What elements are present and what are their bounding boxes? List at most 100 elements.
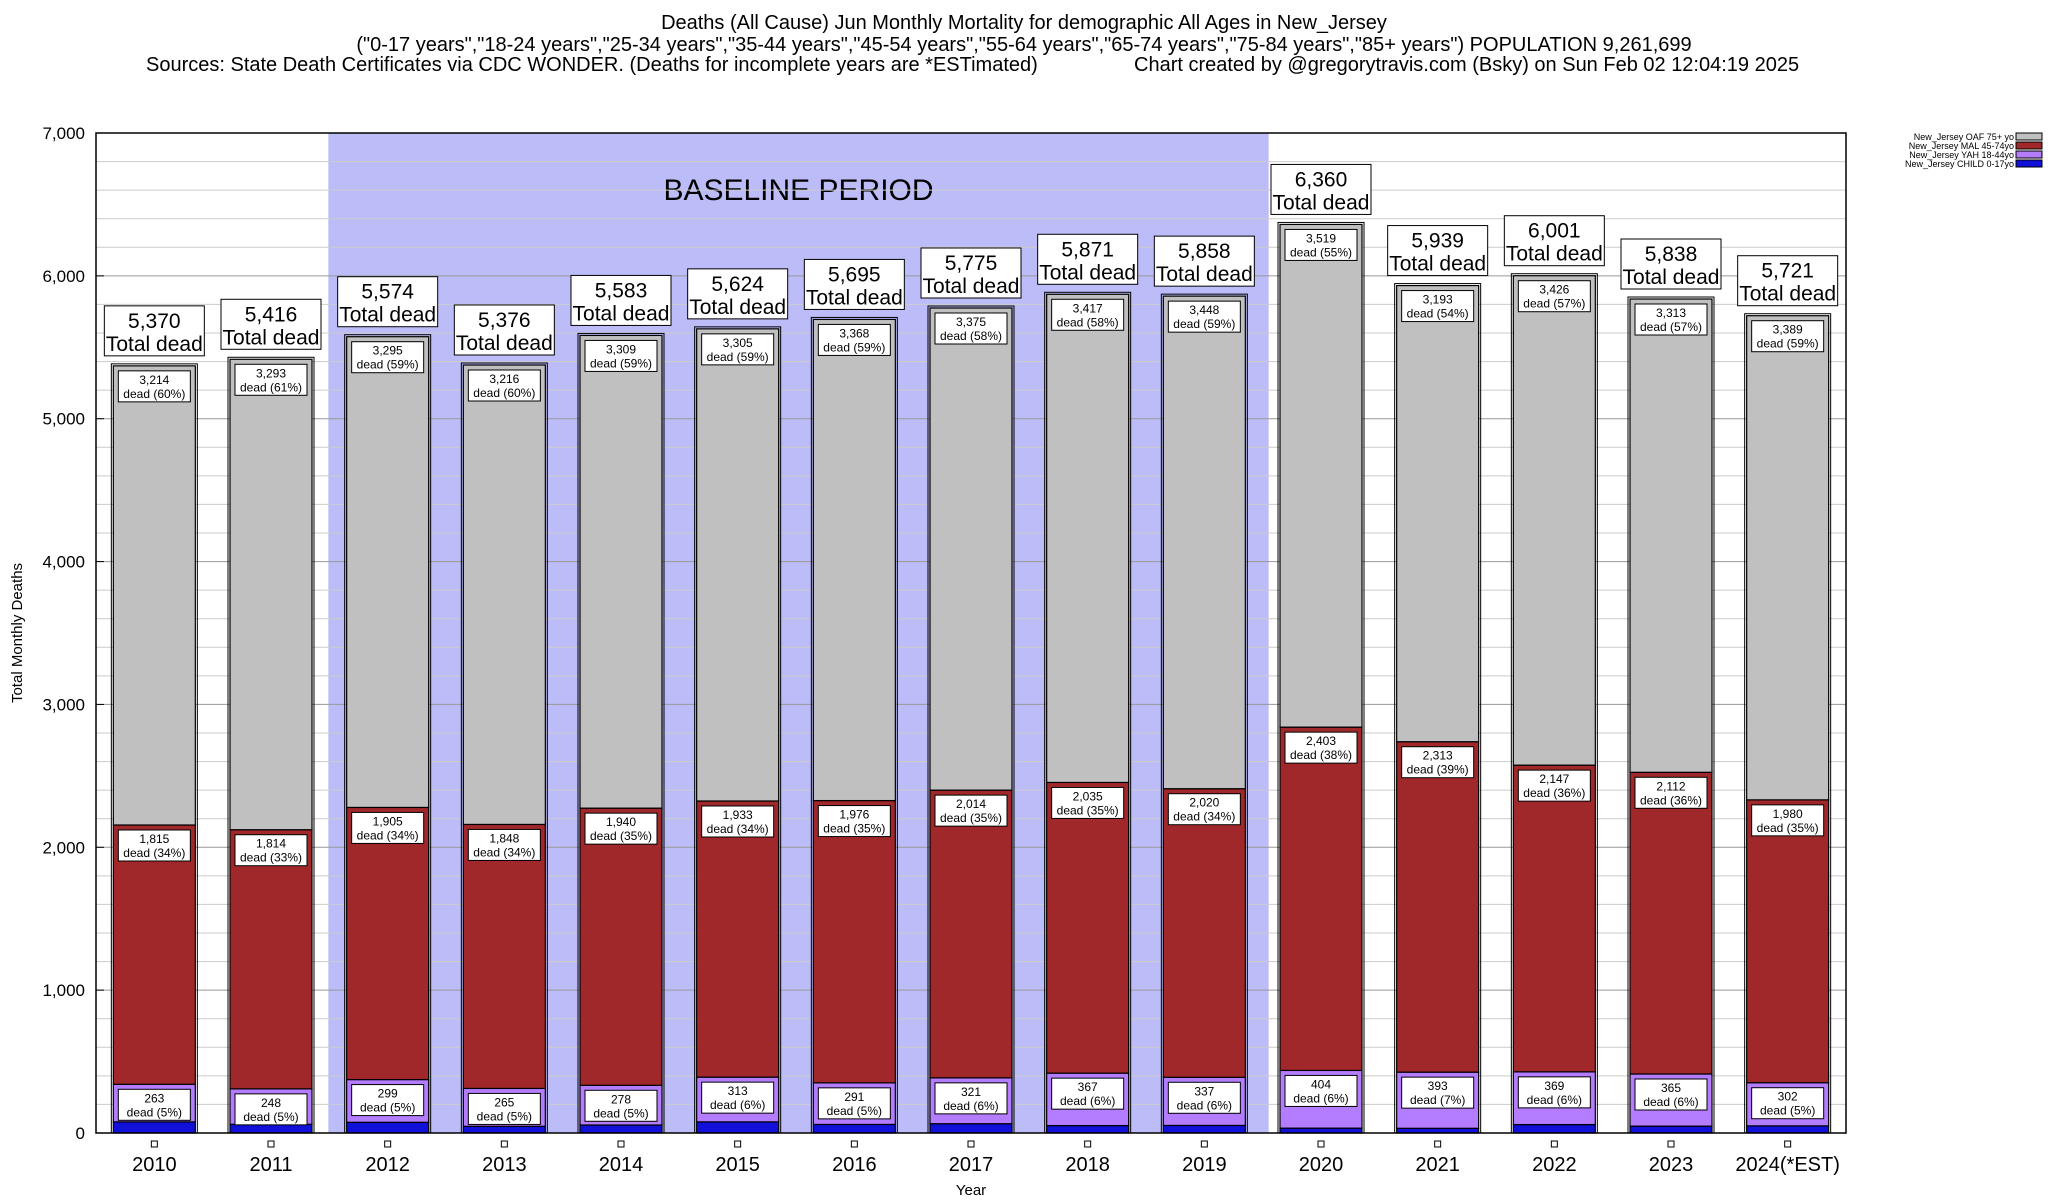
x-marker	[1317, 1140, 1325, 1148]
total-label-box	[570, 274, 672, 326]
bar-oaf	[346, 336, 430, 809]
segment-value-label: 265	[494, 1095, 514, 1109]
segment-pct-label: dead (59%)	[357, 358, 419, 372]
segment-value-label: 3,193	[1423, 293, 1453, 307]
segment-label-box	[1517, 769, 1591, 802]
total-label-box	[803, 258, 905, 310]
plot-frame	[95, 132, 1847, 1134]
y-tick-label: 7,000	[42, 124, 85, 143]
x-marker	[267, 1140, 275, 1148]
bar-mal	[1629, 771, 1713, 1075]
segment-pct-label: dead (5%)	[1760, 1104, 1815, 1118]
segment-value-label: 313	[728, 1084, 748, 1098]
segment-pct-label: dead (58%)	[1057, 315, 1119, 329]
bar-mal	[462, 823, 546, 1090]
segment-label-box	[701, 333, 775, 366]
y-tick-label: 6,000	[42, 267, 85, 286]
segment-value-label: 299	[378, 1087, 398, 1101]
x-tick-label: 2013	[482, 1154, 527, 1176]
segment-pct-label: dead (6%)	[943, 1099, 998, 1113]
bar-oaf	[1046, 293, 1130, 784]
segment-value-label: 321	[961, 1085, 981, 1099]
bar-mal	[696, 800, 780, 1078]
segment-label-box	[1167, 300, 1241, 333]
total-label-box	[1737, 255, 1839, 307]
total-value-label: 5,695	[828, 263, 881, 286]
segment-pct-label: dead (35%)	[590, 829, 652, 843]
segment-value-label: 263	[144, 1091, 164, 1105]
total-label-box	[453, 304, 555, 356]
x-marker	[850, 1140, 858, 1148]
segment-pct-label: dead (6%)	[1293, 1091, 1348, 1105]
total-caption-label: Total dead	[456, 332, 553, 355]
segment-label-box	[1401, 746, 1475, 779]
segment-value-label: 367	[1078, 1080, 1098, 1094]
total-caption-label: Total dead	[106, 333, 203, 356]
segment-value-label: 1,940	[606, 815, 636, 829]
total-label-box	[1620, 238, 1722, 290]
segment-value-label: 278	[611, 1092, 631, 1106]
x-marker	[150, 1140, 158, 1148]
bar-child	[346, 1121, 430, 1134]
segment-label-box	[467, 1092, 541, 1125]
segment-value-label: 2,035	[1073, 789, 1103, 803]
segment-pct-label: dead (5%)	[243, 1110, 298, 1124]
total-label-box	[1270, 163, 1372, 215]
segment-label-box	[584, 812, 658, 845]
segment-pct-label: dead (59%)	[1757, 337, 1819, 351]
segment-pct-label: dead (39%)	[1407, 763, 1469, 777]
x-marker	[1434, 1140, 1442, 1148]
segment-pct-label: dead (57%)	[1640, 320, 1702, 334]
legend-label: New_Jersey CHILD 0-17yo	[1905, 159, 2014, 169]
total-value-label: 6,360	[1295, 168, 1348, 191]
legend-label: New_Jersey YAH 18-44yo	[1909, 150, 2014, 160]
bar-oaf	[812, 318, 896, 802]
total-value-label: 5,939	[1411, 230, 1464, 253]
bar-mal	[929, 789, 1013, 1079]
x-tick-label: 2011	[249, 1154, 292, 1176]
total-caption-label: Total dead	[573, 302, 670, 325]
segment-value-label: 1,848	[489, 831, 519, 845]
segment-pct-label: dead (35%)	[1057, 803, 1119, 817]
x-marker	[1784, 1140, 1792, 1148]
segment-pct-label: dead (6%)	[1177, 1098, 1232, 1112]
segment-value-label: 2,313	[1423, 749, 1453, 763]
segment-label-box	[234, 363, 308, 396]
x-marker	[1667, 1140, 1675, 1148]
x-tick-label: 2015	[715, 1154, 760, 1176]
total-label-box	[920, 247, 1022, 299]
segment-label-box	[817, 323, 891, 356]
segment-value-label: 337	[1194, 1084, 1214, 1098]
x-tick-label: 2014	[599, 1154, 644, 1176]
segment-pct-label: dead (5%)	[593, 1106, 648, 1120]
total-caption-label: Total dead	[1039, 261, 1136, 284]
total-caption-label: Total dead	[1623, 266, 1720, 289]
total-value-label: 5,721	[1761, 260, 1814, 283]
segment-pct-label: dead (6%)	[1643, 1095, 1698, 1109]
segment-label-box	[584, 1089, 658, 1122]
segment-pct-label: dead (6%)	[1527, 1093, 1582, 1107]
x-marker	[500, 1140, 508, 1148]
segment-label-box	[351, 341, 425, 374]
segment-label-box	[467, 369, 541, 402]
total-caption-label: Total dead	[339, 304, 436, 327]
segment-value-label: 3,375	[956, 315, 986, 329]
axis-layer: 0 1,000 2,000 3,000 4,000 5,000 6,000 7,000 2010…	[9, 124, 1847, 1199]
segment-label-box	[1167, 1081, 1241, 1114]
x-tick-label: 2022	[1532, 1154, 1577, 1176]
segment-label-box	[351, 811, 425, 844]
segment-label-box	[467, 828, 541, 861]
x-marker	[1550, 1140, 1558, 1148]
segment-value-label: 1,814	[256, 837, 286, 851]
segment-value-label: 3,313	[1656, 306, 1686, 320]
total-value-label: 5,583	[595, 279, 648, 302]
segment-label-box	[934, 312, 1008, 345]
bar-mal	[579, 807, 663, 1086]
segment-pct-label: dead (5%)	[127, 1105, 182, 1119]
legend-swatch	[2015, 141, 2043, 150]
bar-mal	[112, 824, 196, 1085]
total-value-label: 5,574	[361, 281, 414, 304]
total-caption-label: Total dead	[1273, 191, 1370, 214]
x-marker	[384, 1140, 392, 1148]
